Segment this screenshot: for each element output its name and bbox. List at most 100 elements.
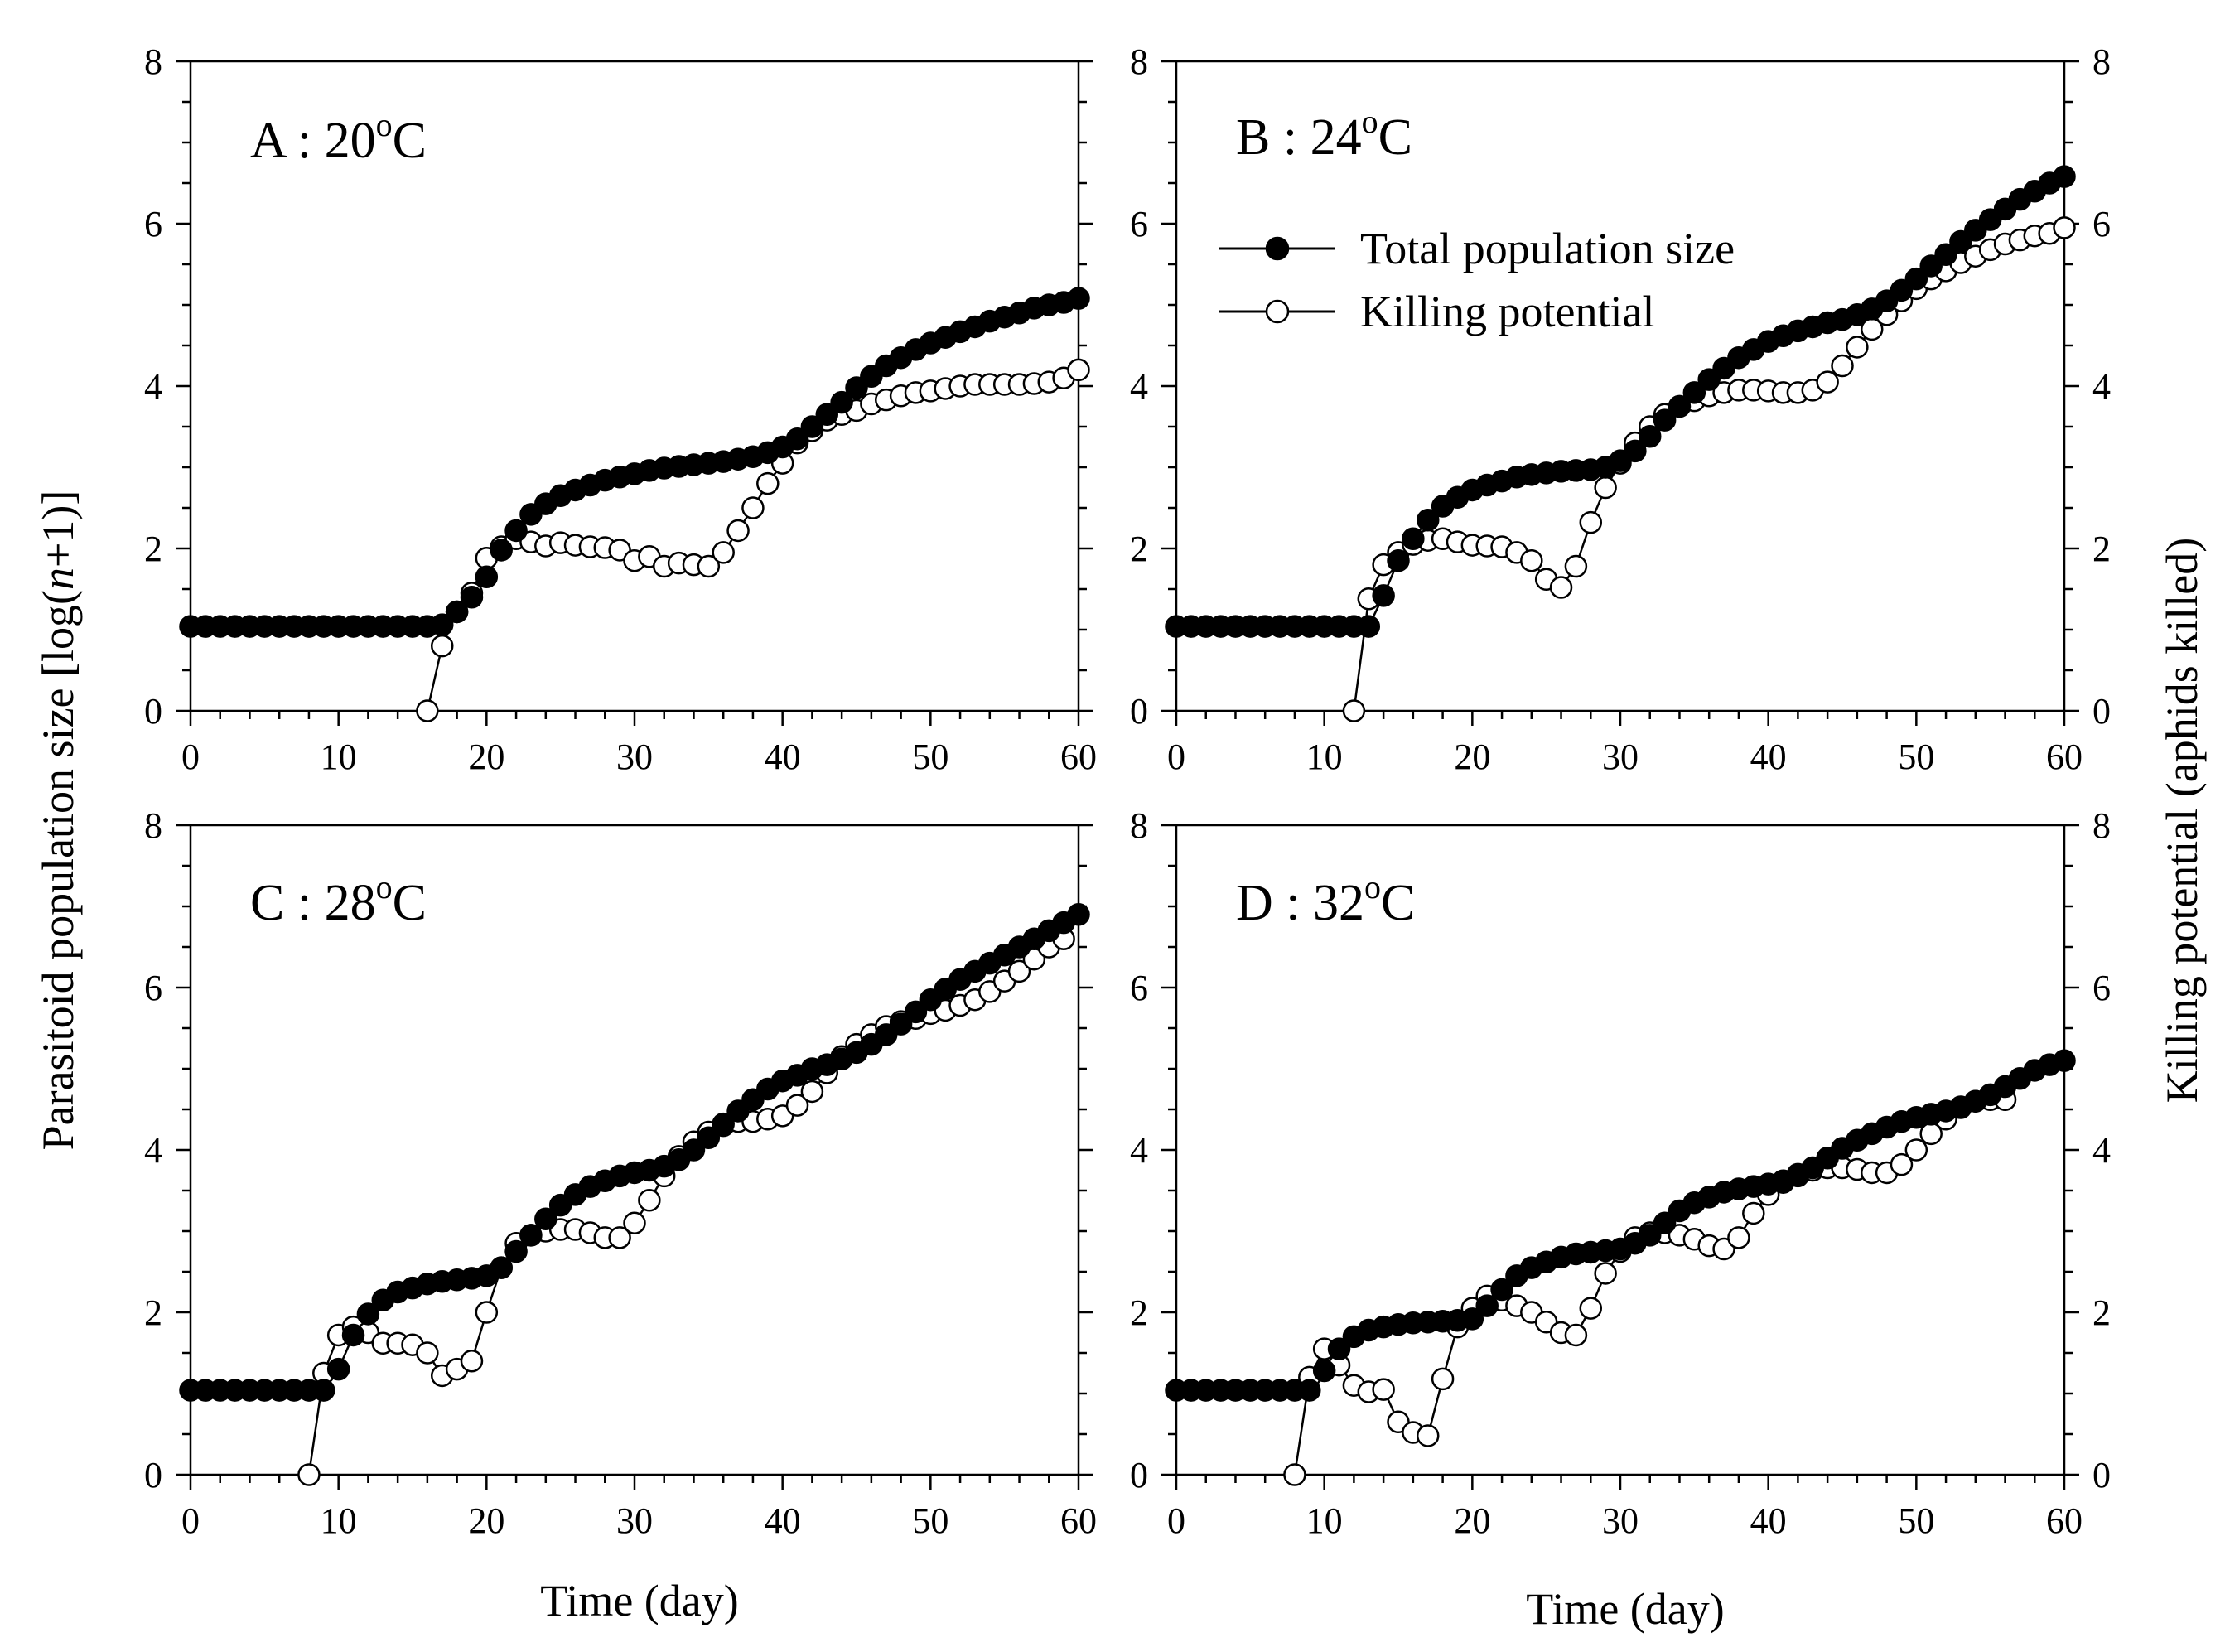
panel-b-y-left-tick-label: 2 xyxy=(1130,529,1148,569)
panel-d-total-point xyxy=(1490,1278,1513,1302)
panel-d-x-tick-label: 50 xyxy=(1898,1500,1934,1541)
panel-c-killing-point xyxy=(475,1301,499,1324)
panel-b-total-point xyxy=(1890,278,1914,302)
panel-c-y-left-tick-label: 8 xyxy=(144,805,162,846)
panel-b-y-right-tick-label: 4 xyxy=(2092,366,2111,407)
panel-c-y-left-tick-label: 2 xyxy=(144,1292,162,1333)
panel-b-killing-point xyxy=(1579,510,1603,534)
panel-b-total-point xyxy=(2053,165,2076,188)
panel-c-killing-point xyxy=(460,1350,484,1373)
panel-b-y-left-tick-label: 4 xyxy=(1130,366,1148,407)
panel-d-y-right-tick-label: 2 xyxy=(2092,1292,2111,1333)
panel-d-killing-point xyxy=(1283,1463,1306,1486)
panel-d-total-point xyxy=(1327,1337,1351,1360)
panel-b-total-point xyxy=(1653,408,1677,432)
panel-c-y-left-tick-label: 0 xyxy=(144,1455,162,1495)
panel-c-killing-point xyxy=(297,1463,321,1486)
panel-a-y-left-tick-label: 6 xyxy=(144,204,162,244)
panel-a-total-point xyxy=(430,613,454,636)
panel-b-killing-point xyxy=(1831,354,1854,378)
panel-a-total-point xyxy=(445,600,469,624)
panel-d-killing-point xyxy=(1712,1237,1735,1261)
panel-b-total-point xyxy=(1919,254,1943,278)
panel-b-total-point xyxy=(1402,527,1425,550)
panel-a-killing-point xyxy=(697,554,721,578)
panel-b-y-right-tick-label: 6 xyxy=(2092,204,2111,244)
panel-a-total-point xyxy=(830,390,853,414)
panel-b-total-point xyxy=(1638,425,1662,448)
panel-d-total-point xyxy=(1653,1211,1677,1234)
panel-b-x-tick-label: 50 xyxy=(1898,737,1934,777)
panel-a-title: A : 20oC xyxy=(250,106,427,169)
panel-b-x-tick-label: 40 xyxy=(1750,737,1787,777)
panel-b-title: B : 24oC xyxy=(1236,103,1412,166)
panel-d-y-left-tick-label: 8 xyxy=(1130,805,1148,846)
panel-a-total-point xyxy=(815,403,839,427)
panel-b-y-left-tick-label: 6 xyxy=(1130,204,1148,244)
panel-d-y-right-tick-label: 6 xyxy=(2092,968,2111,1008)
panel-c-y-left-tick-label: 4 xyxy=(144,1130,162,1171)
panel-d-total-point xyxy=(1312,1359,1336,1383)
panel-a-killing-point xyxy=(726,519,750,543)
legend-killing-label: Killing potential xyxy=(1360,287,1654,336)
panel-b-y-left-tick-label: 8 xyxy=(1130,41,1148,82)
panel-a-killing-point xyxy=(430,634,454,658)
y-axis-left-title: Parasitoid population size [log(n+1)] xyxy=(33,490,83,1151)
panel-c-x-tick-label: 0 xyxy=(181,1500,200,1541)
panel-c-killing-point xyxy=(623,1211,646,1234)
panel-b-killing-point xyxy=(1816,370,1839,394)
panel-c-total-point xyxy=(326,1357,350,1381)
x-axis-title-left: Time (day) xyxy=(540,1576,739,1625)
panel-b-total-point xyxy=(1416,508,1440,532)
panel-a-x-tick-label: 50 xyxy=(912,737,948,777)
panel-c-title: C : 28oC xyxy=(250,868,427,931)
panel-a-x-tick-label: 10 xyxy=(321,737,357,777)
panel-c-total-point xyxy=(682,1138,706,1162)
panel-c-killing-point xyxy=(416,1341,439,1365)
panel-c-x-tick-label: 20 xyxy=(468,1500,504,1541)
panel-a-x-tick-label: 60 xyxy=(1060,737,1097,777)
panel-c-killing-point xyxy=(1007,959,1031,983)
panel-b-x-tick-label: 20 xyxy=(1454,737,1490,777)
panel-d-x-tick-label: 0 xyxy=(1167,1500,1185,1541)
panel-d-y-left-tick-label: 0 xyxy=(1130,1455,1148,1495)
panel-b-x-tick-label: 30 xyxy=(1602,737,1639,777)
panel-b-y-left-tick-label: 0 xyxy=(1130,691,1148,732)
legend-total-label: Total population size xyxy=(1360,224,1735,273)
panel-a-x-tick-label: 20 xyxy=(468,737,504,777)
panel-c-total-point xyxy=(712,1112,735,1136)
panel-b-total-point xyxy=(1949,229,1972,254)
panel-b-killing-point xyxy=(1342,699,1366,722)
panel-b-total-point xyxy=(1668,394,1692,418)
panel-a-killing-point xyxy=(416,699,439,722)
panel-d-x-tick-label: 60 xyxy=(2046,1500,2083,1541)
panel-d-total-point xyxy=(1460,1307,1484,1331)
panel-b-y-right-tick-label: 2 xyxy=(2092,529,2111,569)
panel-a-total-point xyxy=(1067,287,1090,310)
panel-a-total-point xyxy=(504,519,528,543)
panel-c-x-tick-label: 60 xyxy=(1060,1500,1097,1541)
panel-c-x-tick-label: 40 xyxy=(765,1500,801,1541)
panel-b-killing-point xyxy=(1846,336,1869,359)
panel-a-killing-point xyxy=(756,471,780,495)
panel-b-total-point xyxy=(1904,267,1928,291)
panel-c-total-point xyxy=(519,1224,543,1247)
panel-d-total-point xyxy=(1638,1224,1662,1247)
panel-c: 0 10 20 30 40 50 60 0 2 4 6 8 xyxy=(144,805,1097,1541)
panel-c-total-point xyxy=(1067,903,1090,926)
panel-b-killing-point xyxy=(1564,554,1588,578)
panel-d-y-left-tick-label: 6 xyxy=(1130,968,1148,1008)
panel-b-killing-point xyxy=(2053,216,2076,239)
panel-b-x-tick-label: 10 xyxy=(1306,737,1343,777)
panel-b-total-point xyxy=(1682,381,1706,404)
panel-c-total-point xyxy=(490,1256,513,1279)
panel-d-killing-point xyxy=(1904,1138,1928,1162)
panel-d-y-right-tick-label: 4 xyxy=(2092,1130,2111,1171)
panel-c-killing-point xyxy=(608,1226,631,1249)
y-axis-right-title: Killing potential (aphids killed) xyxy=(2157,538,2207,1103)
panel-b-total-point xyxy=(1357,615,1381,638)
panel-a-y-left-tick-label: 8 xyxy=(144,41,162,82)
panel-d-killing-point xyxy=(1594,1262,1617,1285)
panel-c-total-point xyxy=(726,1099,750,1123)
